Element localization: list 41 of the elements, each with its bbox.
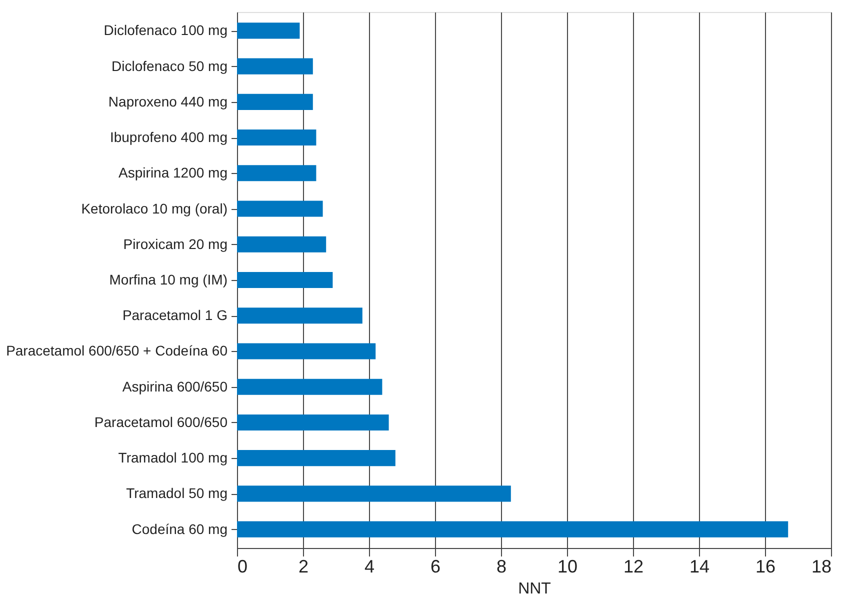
x-tick-label: 0	[238, 556, 248, 576]
bar	[237, 378, 382, 395]
x-tick-label: 8	[496, 556, 507, 576]
x-tick-label: 14	[689, 556, 710, 576]
y-tick-label: Paracetamol 600/650 + Codeína 60	[6, 342, 228, 359]
y-tick-label: Ketorolaco 10 mg (oral)	[81, 200, 228, 216]
y-tick-label: Aspirina 600/650	[122, 378, 228, 394]
y-tick-label: Diclofenaco 50 mg	[112, 58, 228, 74]
bar	[237, 130, 316, 146]
bar	[237, 58, 313, 74]
bar	[237, 308, 362, 324]
y-tick-label: Codeína 60 mg	[132, 520, 228, 537]
x-tick-label: 4	[364, 556, 375, 576]
bar	[237, 272, 333, 288]
x-axis-title: NNT	[518, 580, 552, 598]
bar	[237, 165, 316, 182]
bar	[237, 22, 300, 39]
y-tick-label: Paracetamol 1 G	[122, 307, 228, 324]
x-tick-label: 16	[755, 556, 776, 576]
bar	[237, 94, 313, 110]
y-tick-label: Ibuprofeno 400 mg	[110, 129, 228, 146]
y-tick-label: Paracetamol 600/650	[94, 414, 228, 430]
y-tick-label: Diclofenaco 100 mg	[104, 22, 228, 38]
bar	[237, 414, 389, 430]
y-tick-label: Aspirina 1200 mg	[118, 164, 228, 181]
bar	[237, 236, 326, 252]
bar	[237, 343, 376, 360]
x-tick-label: 6	[430, 556, 441, 576]
x-tick-label: 12	[623, 556, 644, 576]
y-tick-label: Naproxeno 440 mg	[108, 93, 228, 110]
x-tick-label: 18	[811, 556, 832, 576]
x-tick-label: 2	[298, 556, 309, 576]
y-tick-label: Tramadol 50 mg	[126, 485, 228, 502]
x-tick-label: 10	[557, 556, 578, 576]
bar	[237, 486, 511, 502]
bar	[237, 200, 323, 217]
bar	[237, 450, 396, 466]
y-tick-label: Piroxicam 20 mg	[123, 236, 228, 252]
bar	[237, 521, 788, 538]
y-tick-label: Tramadol 100 mg	[118, 450, 228, 466]
y-tick-label: Morfina 10 mg (IM)	[109, 272, 228, 288]
